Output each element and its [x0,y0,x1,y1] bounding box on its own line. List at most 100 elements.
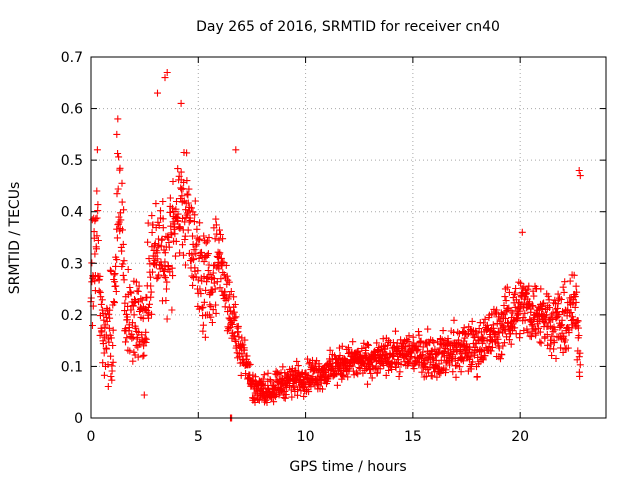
data-point [211,285,219,293]
data-point [393,339,401,347]
data-point [429,354,437,362]
data-point [483,321,491,329]
data-point [526,298,533,306]
x-axis-label: GPS time / hours [289,459,406,475]
data-point [215,236,223,244]
data-point [95,287,103,295]
data-point [164,262,172,270]
data-point [575,332,583,339]
data-point [126,288,134,296]
data-point [146,300,153,308]
data-point [210,275,218,283]
data-point [414,342,422,350]
data-point [97,300,105,308]
data-point [227,288,235,295]
data-point [184,199,192,207]
data-point [548,352,556,359]
data-point [527,333,535,341]
data-point [529,322,537,330]
data-point [138,296,146,304]
data-point [152,200,160,208]
data-point [88,278,96,286]
data-point [225,278,233,286]
data-point [125,324,133,332]
x-tick-label: 15 [404,429,422,445]
data-point [502,315,509,322]
data-point [537,339,545,347]
data-point [573,288,581,296]
data-point [259,375,267,383]
data-point [212,221,220,229]
data-point [501,285,509,293]
data-point [229,310,237,318]
data-point [395,373,403,380]
data-point [114,115,122,123]
data-point [435,348,443,356]
y-tick-label: 0 [74,411,83,427]
data-point [493,306,501,314]
data-point [163,315,171,323]
data-point [576,172,584,180]
data-point [507,340,515,348]
data-point [161,249,169,257]
data-point [131,299,139,307]
data-point [172,205,180,213]
data-point [112,262,120,270]
data-point [373,339,381,347]
data-point [129,357,137,365]
data-point [518,291,526,299]
data-point [260,371,268,379]
data-point [220,271,228,279]
data-point [404,338,412,346]
data-point [524,285,532,293]
data-point [144,238,152,246]
data-point [223,272,231,280]
data-point [571,303,579,311]
data-point [174,217,182,225]
data-point [282,391,290,399]
data-point [157,242,165,250]
data-point [360,339,368,347]
y-tick-label: 0.1 [61,359,83,375]
data-point [134,287,142,295]
data-point [333,381,341,389]
data-point [219,235,227,243]
chart-title: Day 265 of 2016, SRMTID for receiver cn4… [196,19,500,35]
data-point [147,273,154,281]
data-point [336,352,344,359]
data-point [561,278,569,286]
data-point [396,368,404,376]
data-point [437,339,445,347]
data-point [159,224,167,232]
data-point [490,324,497,332]
data-point [481,352,489,360]
data-point [231,301,239,308]
data-point [344,373,352,381]
data-point [148,212,156,220]
data-point [183,177,191,185]
data-point [121,307,129,315]
data-point [570,271,578,279]
data-point [100,349,108,357]
data-point [514,315,522,323]
data-point [105,338,113,346]
data-point [246,360,254,368]
data-point [106,306,114,314]
data-point [541,319,549,327]
data-point [159,198,167,205]
data-point [140,351,148,359]
data-point [163,285,170,293]
data-point [168,306,176,314]
data-point [474,336,482,344]
data-point [288,393,296,401]
data-point [433,373,441,381]
data-point [195,254,203,262]
data-point [153,249,161,257]
data-point [111,270,119,278]
data-point [216,249,224,257]
data-point [181,232,189,240]
data-point [364,340,371,348]
data-point [94,237,102,244]
data-point [574,317,582,325]
data-point [304,371,312,379]
